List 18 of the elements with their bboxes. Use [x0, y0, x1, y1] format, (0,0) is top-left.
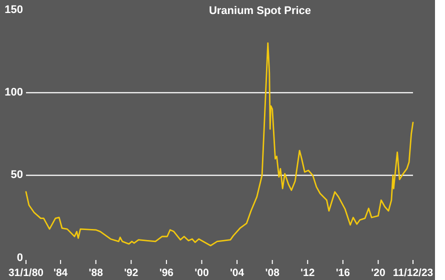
- x-tick-label: '04: [230, 266, 244, 279]
- chart-title: Uranium Spot Price: [208, 5, 312, 17]
- x-tick-label: '84: [53, 266, 68, 279]
- y-tick-label: 150: [4, 4, 23, 16]
- x-tick-label: '00: [194, 266, 209, 279]
- y-tick-label: 0: [16, 252, 23, 264]
- x-tick-label: '96: [159, 266, 174, 279]
- y-tick-label: 50: [10, 169, 23, 182]
- x-tick-label: 31/1/80: [8, 266, 44, 279]
- x-tick-label: '16: [336, 266, 350, 279]
- x-tick-label: '20: [371, 266, 386, 279]
- y-tick-label: 100: [4, 86, 23, 99]
- line-series: [25, 42, 414, 246]
- x-tick-label: 11/12/23: [392, 266, 434, 279]
- x-tick-label: '12: [300, 266, 315, 279]
- x-tick-label: '08: [265, 266, 280, 279]
- x-tick-label: '88: [88, 266, 104, 279]
- x-tick-label: '92: [124, 266, 138, 279]
